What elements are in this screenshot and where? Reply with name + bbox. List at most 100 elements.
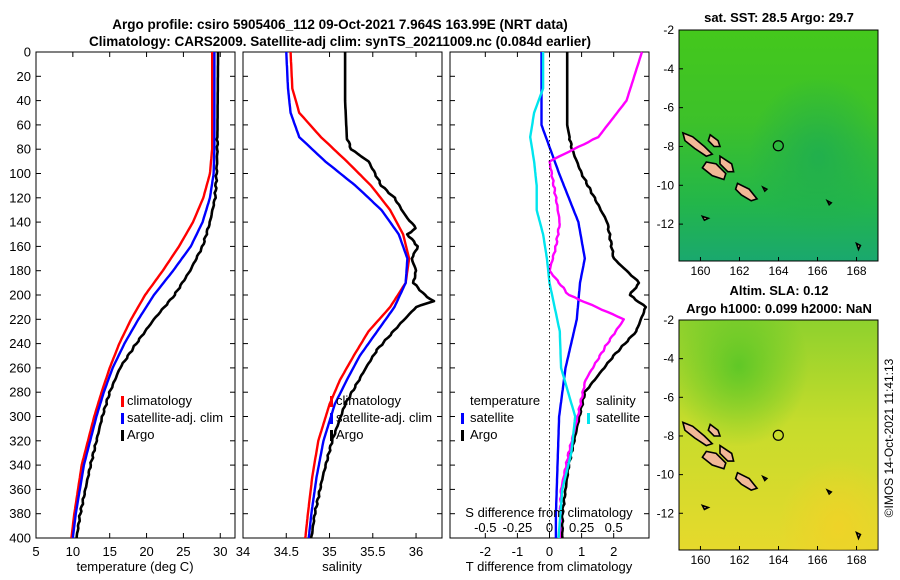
legend-satellite-label: satellite-adj. clim [336,410,432,425]
island-landmass [681,421,714,447]
series-line-satellite-adj-clim [71,52,216,539]
series-line-satellite-s-difference [529,52,577,539]
lat-tick-label: -10 [657,468,675,482]
legend-satellite-s-label: satellite [596,410,640,425]
salinity-legend: climatology satellite-adj. clim Argo [330,393,432,442]
top-tick-label: 0 [546,520,553,535]
series-line-temperature-satellite [540,52,586,538]
y-tick-label: 180 [9,263,31,278]
y-tick-label: 360 [9,482,31,497]
x-tick-label: 30 [213,544,227,559]
y-tick-label: 220 [9,312,31,327]
series-line-argo [309,52,436,539]
credit-text: ©IMOS 14-Oct-2021 11:41:13 [882,358,896,517]
depth-axis-labels: 0 20 40 60 80 100 120 140 160 180 200 220 240 260 280 3… [9,45,31,546]
y-tick-label: 300 [9,409,31,424]
series-line-climatology [70,52,214,539]
salinity-xlabel: salinity [322,559,362,574]
y-tick-label: 340 [9,458,31,473]
series-line-argo [75,52,220,539]
lat-tick-label: -8 [663,429,674,443]
legend-argo-swatch [330,430,333,441]
legend-argo-label: Argo [127,427,154,442]
island-landmass [761,185,769,193]
island-landmass [855,241,862,252]
x-tick-label: 35 [322,544,336,559]
y-tick-label: 0 [24,45,31,60]
series-line-climatology [289,51,411,539]
island-landmass [707,133,722,148]
y-tick-label: 120 [9,190,31,205]
legend-climatology-swatch [121,396,124,407]
sst-map: 160 162 164 166 168 -2 -4 -6 -8 -10 -12 [657,23,867,278]
legend-argo-label: Argo [470,427,497,442]
lat-tick-label: -8 [663,139,674,153]
legend-satellite-swatch [330,413,333,424]
island-landmass [700,504,711,511]
legend-argo-swatch [461,430,464,441]
legend-salinity-heading: salinity [596,393,636,408]
island-landmass [701,161,727,181]
legend-satellite-label: satellite-adj. clim [127,410,223,425]
x-tick-label: 20 [139,544,153,559]
island-landmass [734,471,759,491]
legend-satellite-swatch [121,413,124,424]
lat-tick-label: -4 [663,352,674,366]
figure-title-line1: Argo profile: csiro 5905406_112 09-Oct-2… [112,17,567,32]
lat-tick-label: -2 [663,313,674,327]
y-tick-label: 40 [17,93,31,108]
y-tick-label: 320 [9,433,31,448]
legend-temperature-heading: temperature [470,393,540,408]
x-tick-label: 0 [546,544,553,559]
y-tick-label: 200 [9,288,31,303]
lon-tick-label: 162 [729,264,749,278]
island-landmass [707,423,722,437]
x-tick-label: 5 [32,544,39,559]
lat-tick-label: -6 [663,390,674,404]
lat-tick-label: -12 [657,506,675,520]
island-landmass [761,474,769,482]
difference-xlabel: T difference from climatology [466,559,633,574]
lon-tick-label: 160 [690,553,710,567]
legend-climatology-label: climatology [127,393,193,408]
x-tick-label: 1 [578,544,585,559]
lat-tick-label: -2 [663,23,674,37]
x-tick-label: 34.5 [274,544,299,559]
y-tick-label: 20 [17,69,31,84]
top-tick-label: -0.5 [474,520,496,535]
y-tick-label: 80 [17,142,31,157]
sla-map: 160 162 164 166 168 -2 -4 -6 -8 -10 -12 [657,313,867,567]
salinity-plot: 34 34.5 35 35.5 36 [236,51,442,559]
y-tick-label: 60 [17,117,31,132]
salinity-plot-frame [242,51,443,539]
legend-argo-label: Argo [336,427,363,442]
y-tick-label: 260 [9,360,31,375]
figure-title-line2: Climatology: CARS2009. Satellite-adj cli… [89,34,591,49]
island-landmass [855,531,862,541]
legend-argo-swatch [121,430,124,441]
lat-tick-label: -10 [657,178,675,192]
legend-satellite-label: satellite [470,410,514,425]
island-landmass [681,131,714,158]
y-tick-label: 140 [9,215,31,230]
lon-tick-label: 164 [768,264,788,278]
island-landmass [719,154,735,173]
y-tick-label: 380 [9,506,31,521]
lon-tick-label: 162 [729,553,749,567]
x-tick-label: 25 [176,544,190,559]
y-tick-label: 280 [9,385,31,400]
legend-climatology-swatch [330,396,333,407]
temperature-plot-frame [35,51,236,539]
lon-tick-label: 166 [808,553,828,567]
lat-tick-label: -4 [663,62,674,76]
y-tick-label: 160 [9,239,31,254]
legend-satellite-s-swatch [587,413,590,424]
difference-plot: -2 -1 0 1 2 [450,51,649,559]
sla-map-shade-2 [679,320,878,550]
argo-location-marker [772,429,784,441]
top-tick-label: 0.5 [605,520,623,535]
sst-map-title: sat. SST: 28.5 Argo: 29.7 [704,10,854,25]
x-tick-label: 36 [409,544,423,559]
lon-tick-label: 168 [847,264,867,278]
legend-satellite-swatch [461,413,464,424]
